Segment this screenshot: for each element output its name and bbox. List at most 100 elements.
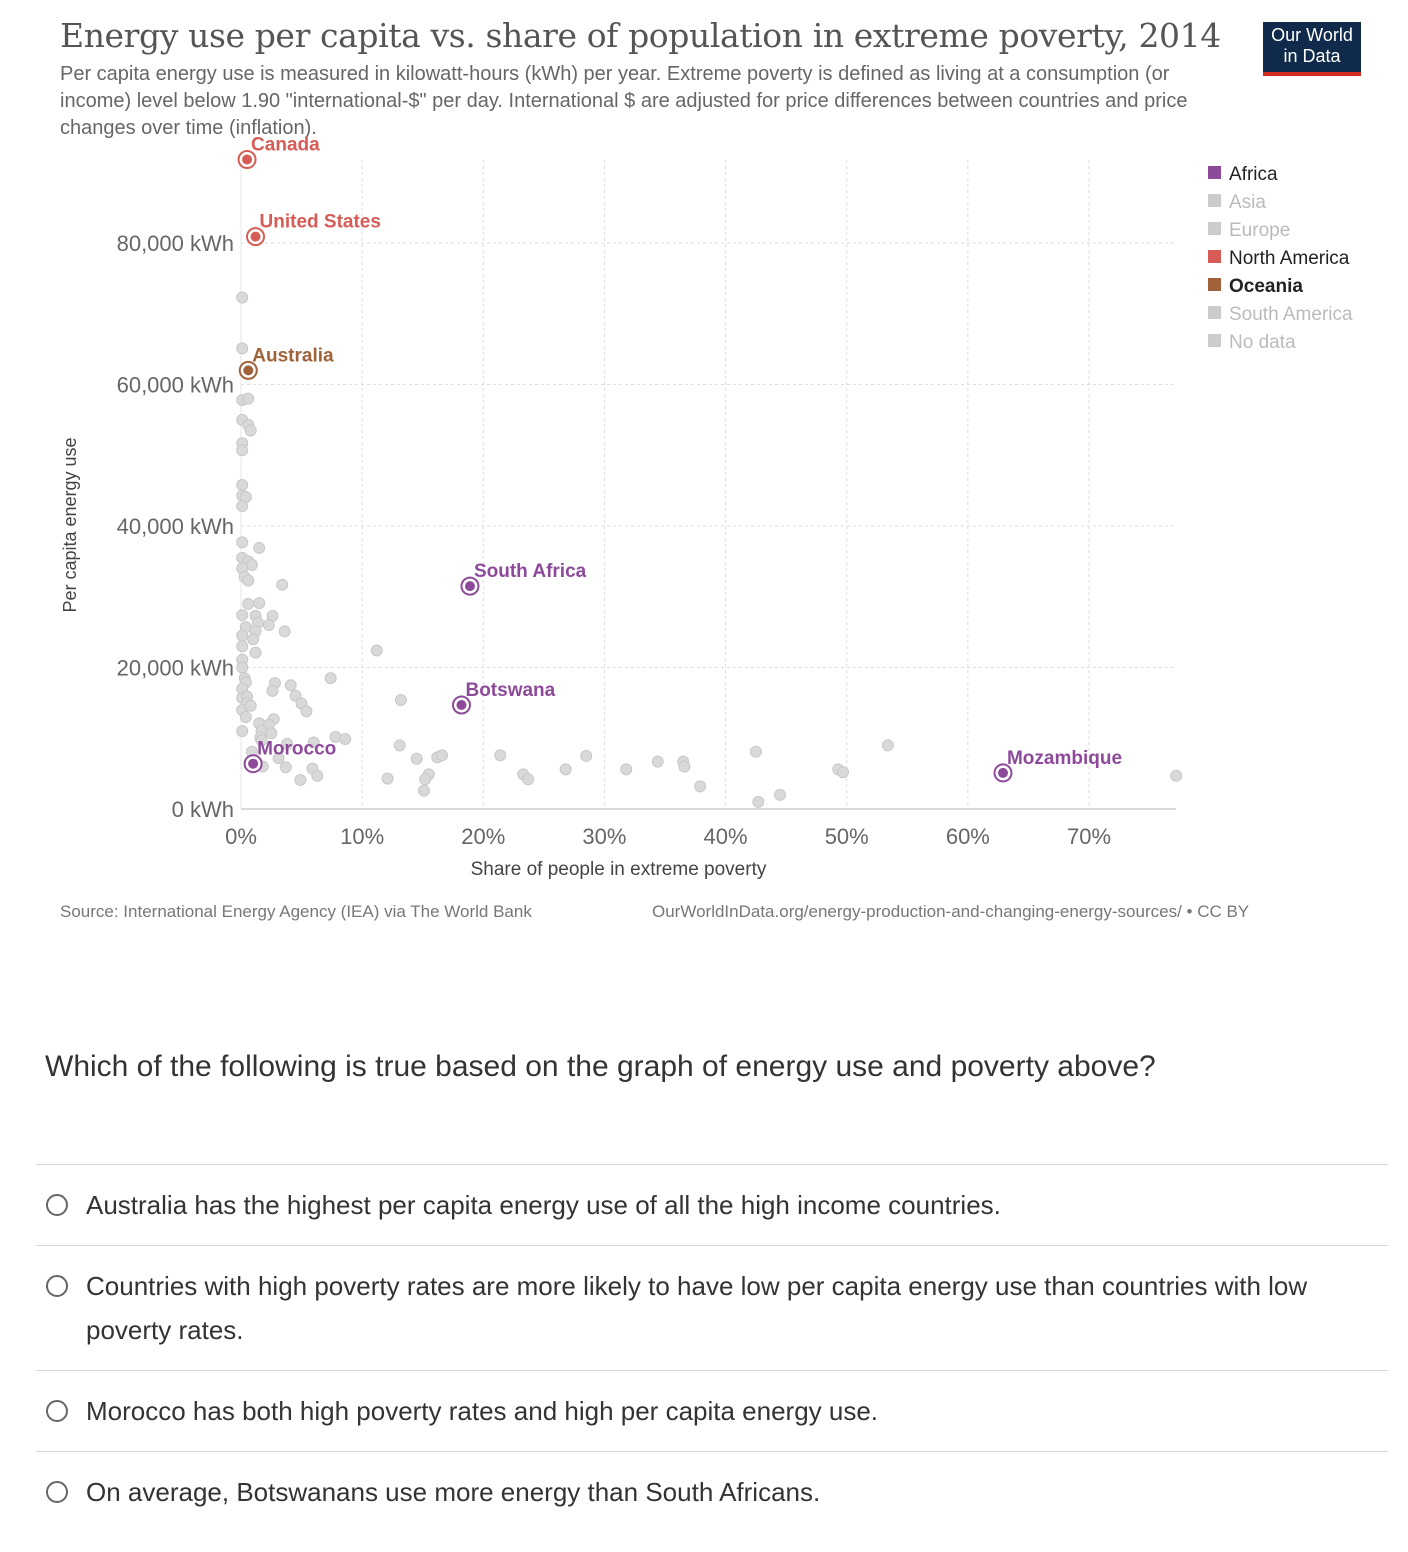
scatter-point: [580, 749, 593, 762]
scatter-point: [394, 694, 407, 707]
scatter-point: [236, 536, 249, 549]
answer-option[interactable]: On average, Botswanans use more energy t…: [36, 1451, 1388, 1532]
radio-button[interactable]: [46, 1275, 68, 1297]
x-tick-label: 20%: [461, 824, 505, 849]
scatter-point: [276, 578, 289, 591]
answer-option-label[interactable]: Morocco has both high poverty rates and …: [86, 1396, 879, 1426]
scatter-point: [410, 752, 423, 765]
answer-options: Australia has the highest per capita ene…: [36, 1164, 1388, 1532]
x-axis-title: Share of people in extreme poverty: [471, 859, 767, 880]
country-label: Mozambique: [1007, 748, 1122, 769]
scatter-point: [1170, 769, 1183, 782]
scatter-point: [281, 737, 294, 750]
radio-button[interactable]: [46, 1194, 68, 1216]
scatter-point: [278, 625, 291, 638]
legend-swatch: [1208, 334, 1221, 347]
scatter-point: [300, 705, 313, 718]
owid-logo[interactable]: Our World in Data: [1263, 22, 1361, 76]
legend-label: North America: [1229, 248, 1350, 269]
y-tick-label: 20,000 kWh: [117, 656, 234, 681]
scatter-point: [417, 784, 430, 797]
scatter-plot: 0% 10% 20% 30% 40% 50% 60% 70% 0 kWh 20,000 kWh 40…: [60, 135, 1353, 880]
y-tick-label: 80,000 kWh: [117, 231, 234, 256]
source-url-link[interactable]: OurWorldInData.org/energy-production-and…: [652, 902, 1250, 921]
country-label: Canada: [251, 135, 320, 156]
radio-button[interactable]: [46, 1481, 68, 1503]
answer-option[interactable]: Morocco has both high poverty rates and …: [36, 1370, 1388, 1451]
question-text: Which of the following is true based on …: [45, 1050, 1156, 1083]
scatter-point: [236, 629, 249, 642]
scatter-point: [381, 772, 394, 785]
scatter-point: [244, 699, 257, 712]
highlight-point: [243, 365, 254, 376]
scatter-point: [253, 541, 266, 554]
answer-option-label[interactable]: Countries with high poverty rates are mo…: [86, 1271, 1308, 1345]
scatter-point: [284, 679, 297, 692]
scatter-point: [242, 392, 255, 405]
legend-label: No data: [1229, 332, 1296, 353]
scatter-point: [419, 773, 432, 786]
scatter-point: [494, 749, 507, 762]
scatter-point: [236, 640, 249, 653]
highlight-point: [464, 581, 475, 592]
country-label: Botswana: [465, 680, 555, 701]
country-label: South Africa: [474, 561, 587, 582]
highlight-point: [242, 154, 253, 165]
logo-line-1: Our World: [1271, 25, 1353, 45]
scatter-point: [749, 745, 762, 758]
scatter-point: [247, 633, 260, 646]
y-tick-label: 60,000 kWh: [117, 373, 234, 398]
scatter-point: [255, 734, 268, 747]
scatter-point: [236, 291, 249, 304]
x-tick-label: 0%: [225, 824, 257, 849]
scatter-point: [236, 342, 249, 355]
scatter-point: [236, 478, 249, 491]
legend-swatch: [1208, 278, 1221, 291]
answer-option-label[interactable]: On average, Botswanans use more energy t…: [86, 1477, 821, 1507]
y-axis-title: Per capita energy use: [60, 437, 80, 612]
x-tick-label: 60%: [946, 824, 990, 849]
scatter-point: [678, 760, 691, 773]
x-tick-label: 70%: [1067, 824, 1111, 849]
highlight-point: [456, 699, 467, 710]
answer-option[interactable]: Australia has the highest per capita ene…: [36, 1164, 1388, 1245]
scatter-point: [651, 755, 664, 768]
grid-lines: [241, 160, 1176, 809]
scatter-point: [559, 763, 572, 776]
scatter-point: [694, 780, 707, 793]
scatter-point: [522, 773, 535, 786]
scatter-point: [393, 739, 406, 752]
legend-swatch: [1208, 194, 1221, 207]
scatter-point: [249, 646, 262, 659]
y-tick-label: 0 kWh: [172, 797, 234, 822]
scatter-point: [242, 597, 255, 610]
answer-option[interactable]: Countries with high poverty rates are mo…: [36, 1245, 1388, 1370]
highlight-point: [250, 231, 261, 242]
scatter-point: [324, 672, 337, 685]
scatter-point: [244, 424, 257, 437]
scatter-point: [620, 763, 633, 776]
chart-subtitle: Per capita energy use is measured in kil…: [60, 63, 1188, 139]
scatter-point: [262, 619, 275, 632]
y-tick-label: 40,000 kWh: [117, 514, 234, 539]
radio-button[interactable]: [46, 1400, 68, 1422]
x-tick-label: 30%: [582, 824, 626, 849]
highlighted-country-points: Canada United States Australia South Africa…: [237, 135, 1122, 783]
scatter-point: [436, 749, 449, 762]
scatter-point: [279, 761, 292, 774]
other-country-points: [236, 291, 1183, 808]
source-note: Source: International Energy Agency (IEA…: [60, 902, 532, 921]
scatter-point: [774, 788, 787, 801]
scatter-point: [289, 689, 302, 702]
legend: Africa Asia Europe North America Oceania Sout…: [1208, 164, 1353, 353]
scatter-point: [239, 711, 252, 724]
legend-swatch: [1208, 250, 1221, 263]
legend-label: Oceania: [1229, 276, 1303, 297]
x-tick-label: 10%: [340, 824, 384, 849]
legend-label: Africa: [1229, 164, 1278, 185]
scatter-point: [339, 732, 352, 745]
scatter-point: [370, 644, 383, 657]
answer-option-label[interactable]: Australia has the highest per capita ene…: [86, 1190, 1001, 1220]
legend-swatch: [1208, 222, 1221, 235]
country-label: Australia: [252, 345, 334, 366]
